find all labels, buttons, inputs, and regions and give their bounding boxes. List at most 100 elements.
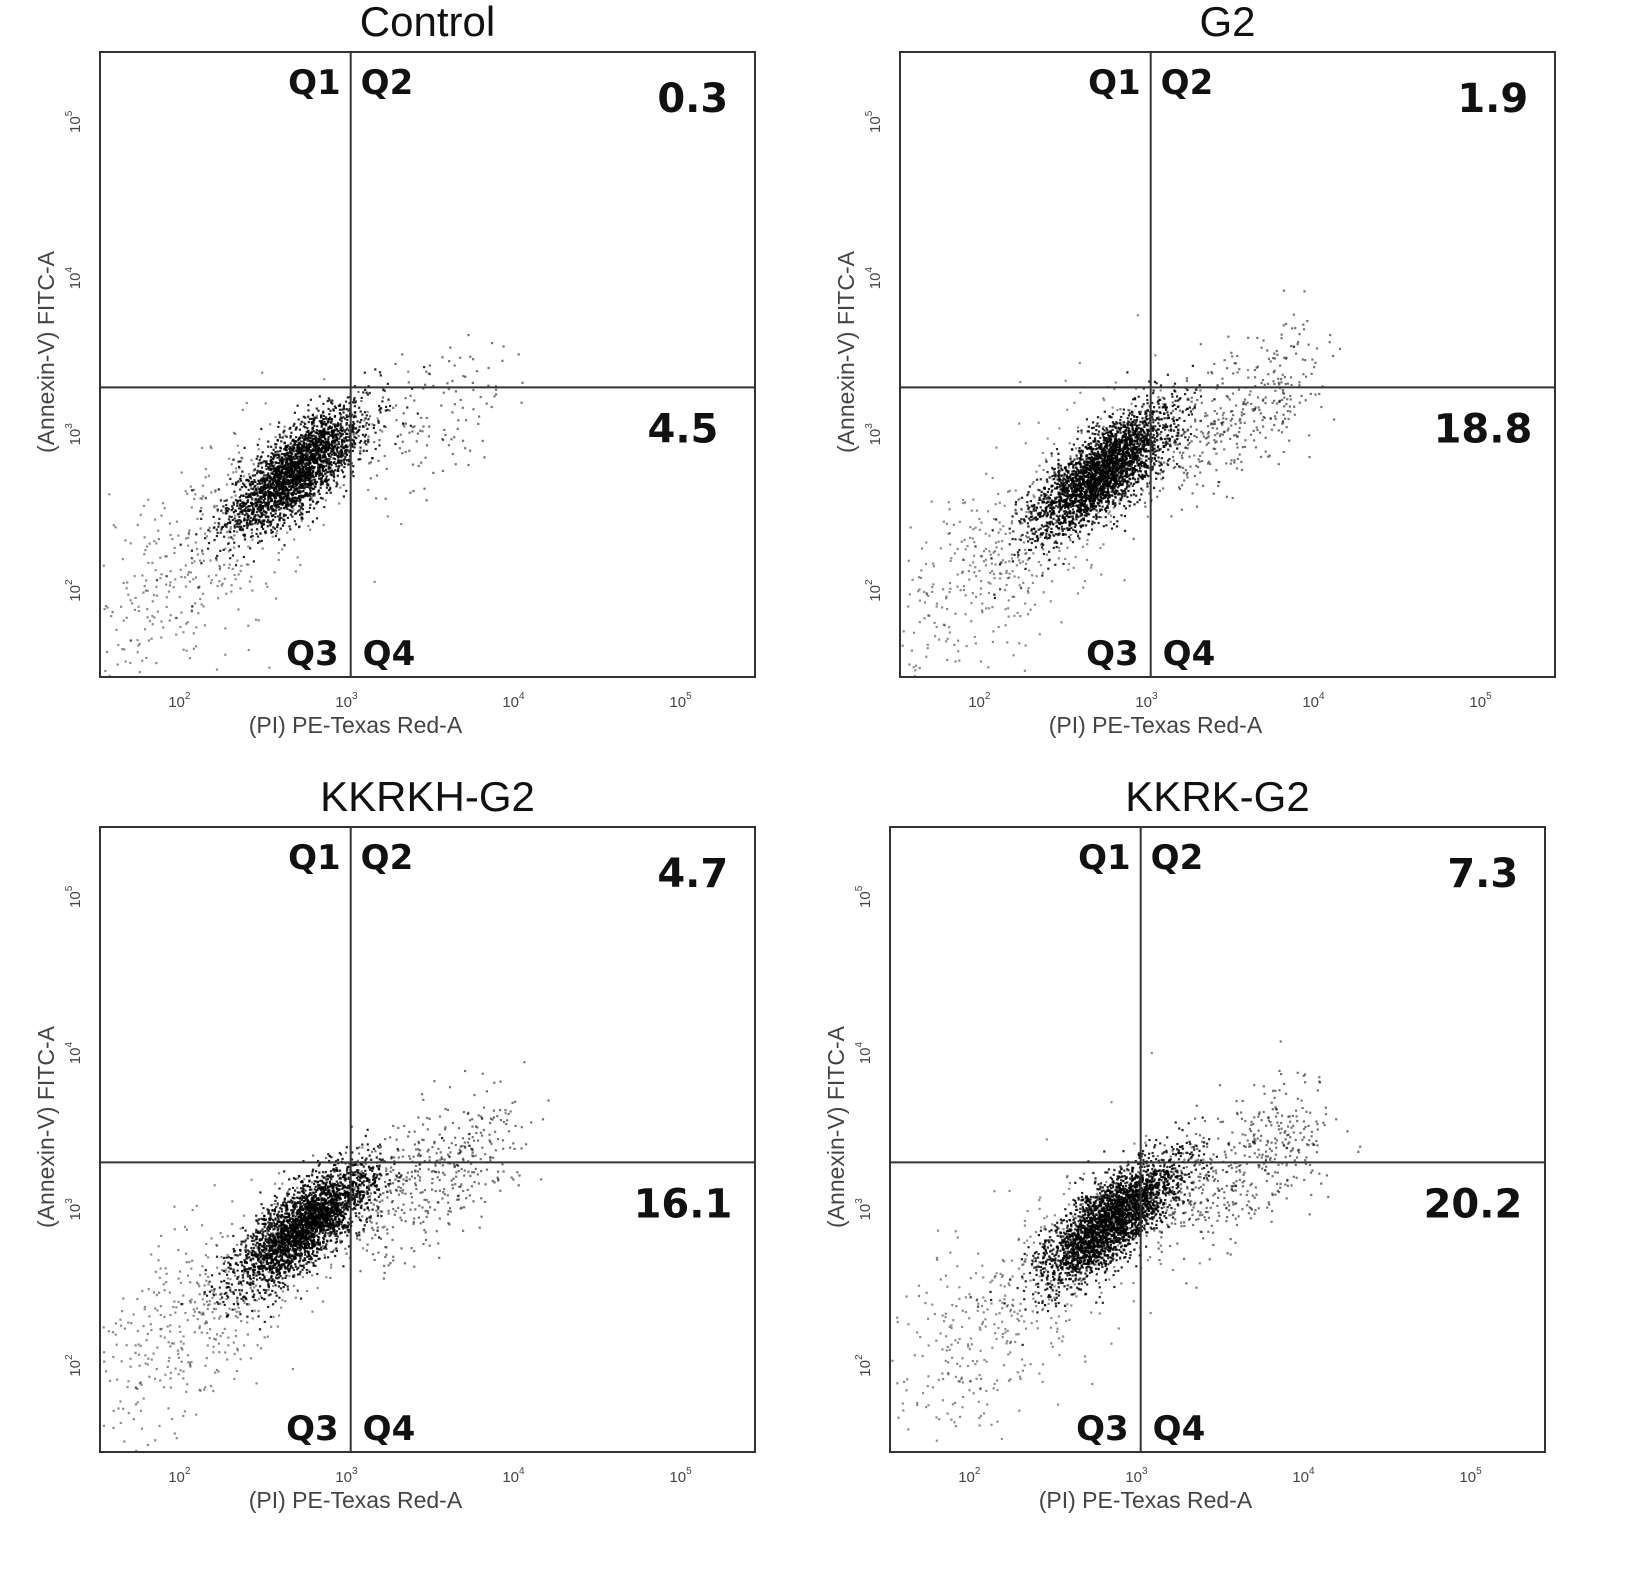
- data-point: [213, 504, 216, 507]
- data-point: [319, 431, 322, 434]
- data-point: [367, 489, 370, 492]
- data-point: [280, 483, 283, 486]
- data-point: [293, 462, 296, 465]
- data-point: [276, 526, 279, 529]
- data-point: [246, 500, 249, 503]
- data-point: [278, 472, 282, 475]
- data-point: [1052, 511, 1055, 514]
- data-point: [1101, 427, 1104, 430]
- data-point: [1106, 504, 1109, 507]
- data-point: [311, 475, 314, 478]
- data-point: [190, 506, 193, 509]
- data-point: [254, 492, 258, 495]
- data-point: [447, 444, 450, 447]
- data-point: [277, 558, 280, 561]
- data-point: [303, 458, 306, 462]
- data-point: [321, 431, 324, 434]
- data-point: [336, 433, 339, 436]
- data-point: [255, 457, 258, 460]
- scatter-plot: Control Q1 Q2 Q3 Q4 0.3 4.5 (PI) PE-Texa…: [33, 0, 756, 738]
- data-point: [1081, 444, 1084, 447]
- data-point: [312, 507, 316, 510]
- data-point: [1138, 423, 1141, 426]
- data-point: [1097, 461, 1100, 464]
- data-point: [237, 525, 241, 528]
- data-point: [1118, 440, 1121, 444]
- data-point: [313, 487, 316, 490]
- data-point: [1087, 457, 1090, 460]
- data-point: [1147, 421, 1150, 425]
- data-point: [334, 458, 337, 461]
- data-point: [291, 456, 294, 459]
- data-point: [1097, 482, 1100, 485]
- data-point: [1127, 464, 1130, 467]
- data-point: [213, 539, 216, 542]
- data-point: [306, 462, 309, 465]
- data-point: [318, 465, 321, 469]
- data-point: [255, 489, 258, 492]
- data-point: [428, 364, 431, 367]
- data-point: [1102, 441, 1105, 445]
- x-tick-labels: 102 103 104 105: [168, 691, 692, 711]
- data-point: [1072, 500, 1075, 503]
- data-point: [281, 492, 284, 495]
- data-point: [363, 441, 366, 444]
- data-point: [318, 439, 321, 442]
- data-point: [315, 502, 318, 505]
- data-point: [295, 512, 298, 515]
- data-point: [360, 399, 363, 403]
- data-point: [226, 507, 229, 510]
- data-point: [301, 477, 304, 481]
- data-point: [318, 470, 321, 474]
- data-point: [267, 482, 270, 485]
- data-point: [115, 628, 118, 631]
- data-point: [280, 507, 283, 510]
- data-point: [1159, 468, 1162, 471]
- data-point: [1153, 447, 1156, 450]
- data-point: [342, 404, 345, 407]
- data-point: [210, 579, 213, 582]
- data-point: [108, 674, 111, 677]
- data-point: [354, 400, 357, 403]
- data-point: [314, 437, 317, 440]
- data-point: [301, 484, 304, 487]
- data-point: [290, 479, 293, 482]
- data-point: [323, 479, 326, 483]
- data-point: [232, 458, 235, 461]
- data-point: [1156, 400, 1159, 403]
- data-point: [1132, 482, 1136, 485]
- data-point: [394, 404, 398, 407]
- data-point: [305, 430, 308, 433]
- x-tick-label: 105: [669, 691, 692, 711]
- data-point: [241, 512, 244, 515]
- data-point: [1094, 448, 1097, 451]
- data-point: [411, 426, 414, 429]
- data-point: [332, 449, 335, 452]
- data-point: [1140, 447, 1143, 450]
- data-point: [322, 418, 326, 421]
- data-point: [1045, 507, 1048, 510]
- data-point: [1058, 485, 1061, 488]
- data-point: [240, 520, 243, 523]
- data-point: [258, 540, 261, 543]
- data-point: [112, 524, 115, 527]
- data-point: [327, 407, 330, 410]
- data-point: [264, 501, 267, 504]
- data-point: [264, 477, 267, 480]
- data-point: [310, 431, 313, 434]
- data-point: [1114, 460, 1117, 463]
- data-point: [261, 490, 264, 493]
- data-point: [153, 540, 156, 543]
- data-point: [314, 471, 317, 474]
- data-point: [223, 535, 226, 538]
- data-point: [1028, 557, 1031, 560]
- data-point: [262, 476, 265, 479]
- data-point: [1116, 486, 1119, 489]
- data-point: [1164, 441, 1167, 445]
- data-point: [182, 648, 185, 651]
- data-point: [1060, 488, 1063, 492]
- data-point: [459, 398, 462, 401]
- data-point: [299, 513, 302, 516]
- data-point: [345, 489, 348, 492]
- data-point: [300, 475, 303, 478]
